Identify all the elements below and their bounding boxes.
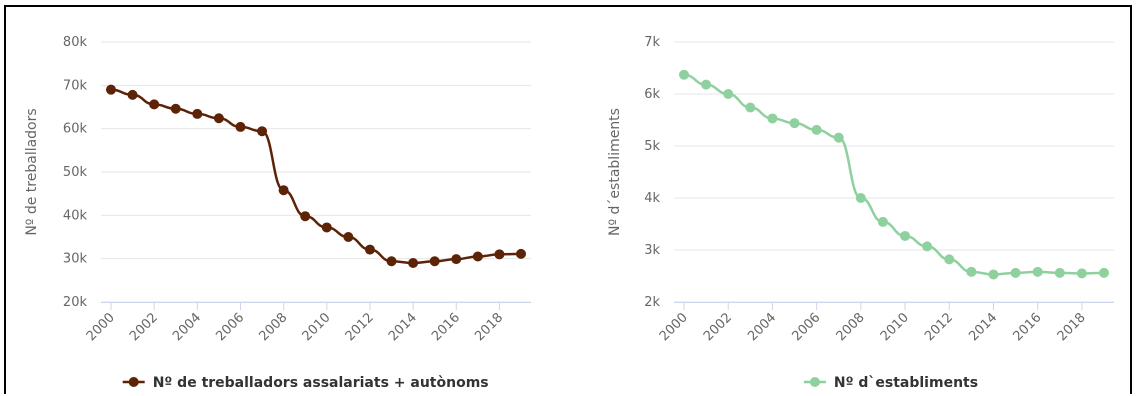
legend-label: Nº de treballadors assalariats + autònom… bbox=[153, 375, 489, 391]
y-tick-label: 7k bbox=[644, 35, 660, 50]
data-point bbox=[278, 185, 289, 196]
data-point bbox=[106, 84, 116, 95]
data-point bbox=[833, 132, 844, 143]
x-tick-label: 2012 bbox=[343, 310, 377, 344]
data-point bbox=[988, 269, 999, 280]
y-tick-label: 2k bbox=[644, 295, 660, 310]
data-point bbox=[170, 103, 181, 114]
data-point bbox=[386, 256, 397, 267]
x-tick-label: 2012 bbox=[922, 310, 956, 344]
x-tick-label: 2006 bbox=[789, 310, 823, 344]
data-point bbox=[855, 193, 866, 203]
data-point bbox=[723, 89, 734, 99]
x-tick-label: 2008 bbox=[834, 310, 868, 344]
data-point bbox=[127, 89, 138, 100]
x-tick-label: 2008 bbox=[256, 310, 290, 344]
series-line bbox=[110, 88, 522, 265]
x-tick-label: 2010 bbox=[300, 310, 334, 344]
charts-frame: 20k 30k 40k 50k 60k 70k 80k 2000 2002 2004 2006 200… bbox=[4, 5, 1132, 394]
data-point bbox=[1076, 268, 1087, 279]
charts-svg: 20k 30k 40k 50k 60k 70k 80k 2000 2002 2004 2006 200… bbox=[24, 35, 1114, 391]
data-point bbox=[429, 256, 440, 267]
data-point bbox=[235, 121, 246, 132]
data-point bbox=[944, 254, 955, 265]
y-tick-label: 70k bbox=[63, 78, 88, 93]
x-tick-label: 2006 bbox=[213, 310, 247, 344]
x-tick-label: 2004 bbox=[170, 310, 204, 344]
y-tick-label: 20k bbox=[63, 295, 88, 310]
y-tick-label: 5k bbox=[644, 139, 660, 154]
data-point bbox=[922, 241, 933, 252]
data-point bbox=[1032, 266, 1043, 277]
y-tick-label: 6k bbox=[644, 87, 660, 102]
data-point bbox=[300, 211, 311, 222]
data-point bbox=[679, 69, 689, 80]
data-point bbox=[1010, 267, 1021, 278]
legend-marker bbox=[809, 377, 820, 387]
data-point bbox=[451, 254, 462, 265]
y-tick-label: 30k bbox=[63, 252, 88, 267]
data-point bbox=[789, 118, 800, 129]
legend-marker bbox=[128, 377, 139, 387]
x-tick-label: 2014 bbox=[966, 310, 1000, 344]
data-point bbox=[321, 222, 332, 233]
x-tick-label: 2000 bbox=[84, 310, 118, 344]
data-point bbox=[364, 244, 375, 255]
y-tick-label: 4k bbox=[644, 191, 660, 206]
data-point bbox=[1099, 267, 1109, 278]
x-tick-label: 2014 bbox=[386, 310, 420, 344]
x-tick-label: 2016 bbox=[1011, 310, 1045, 344]
data-point bbox=[745, 102, 756, 113]
legend-label: Nº d`establiments bbox=[834, 375, 978, 391]
data-point bbox=[343, 232, 354, 242]
chart-1: 20k 30k 40k 50k 60k 70k 80k 2000 2002 2004 2006 200… bbox=[24, 35, 531, 391]
x-tick-label: 2018 bbox=[1055, 310, 1089, 344]
data-point bbox=[811, 124, 822, 135]
data-point bbox=[472, 251, 483, 262]
y-tick-label: 50k bbox=[63, 165, 88, 180]
data-point bbox=[966, 266, 977, 277]
x-tick-label: 2018 bbox=[472, 310, 506, 344]
x-tick-label: 2002 bbox=[701, 310, 735, 344]
y-tick-label: 80k bbox=[63, 35, 88, 50]
data-point bbox=[900, 230, 911, 241]
y-tick-label: 40k bbox=[63, 208, 88, 223]
y-tick-label: 3k bbox=[644, 243, 660, 258]
x-tick-label: 2010 bbox=[878, 310, 912, 344]
chart-2: 2k 3k 4k 5k 6k 7k 2000 2002 2004 2006 2008 2010 2012… bbox=[607, 35, 1114, 391]
data-point bbox=[149, 99, 160, 110]
data-point bbox=[701, 79, 712, 90]
data-point bbox=[877, 216, 888, 227]
data-point bbox=[213, 113, 224, 124]
x-tick-label: 2000 bbox=[657, 310, 691, 344]
y-tick-label: 60k bbox=[63, 122, 88, 137]
legend: Nº de treballadors assalariats + autònom… bbox=[122, 375, 489, 391]
x-tick-label: 2004 bbox=[745, 310, 779, 344]
data-point bbox=[192, 108, 203, 119]
data-point bbox=[494, 249, 505, 260]
data-point bbox=[516, 248, 526, 259]
x-tick-label: 2002 bbox=[127, 310, 161, 344]
data-point bbox=[257, 126, 268, 137]
y-axis-title: Nº de treballadors bbox=[24, 108, 40, 235]
data-point bbox=[408, 258, 419, 268]
data-point bbox=[767, 113, 778, 124]
legend: Nº d`establiments bbox=[803, 375, 978, 391]
data-point bbox=[1054, 267, 1065, 278]
x-tick-label: 2016 bbox=[429, 310, 463, 344]
y-axis-title: Nº d´establiments bbox=[607, 108, 623, 236]
